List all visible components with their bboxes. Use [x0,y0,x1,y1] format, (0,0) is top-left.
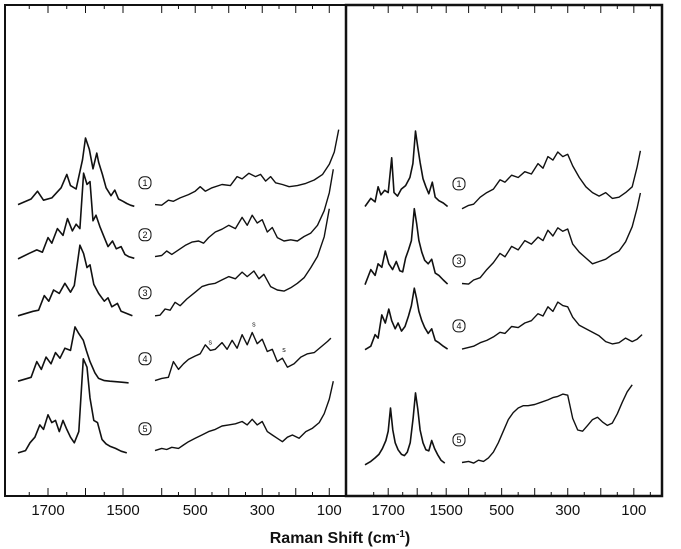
spectrum-high-region [17,244,133,317]
x-tick-label: 100 [317,502,342,519]
spectrum-low-region [461,384,633,464]
trace-label-badge: 1 [138,176,152,190]
spectrum-low-region [154,169,334,258]
spectrum-high-region [17,172,135,260]
trace-label-badge: 3 [138,286,152,300]
panel-frame [344,3,664,498]
trace-label-badge: 5 [452,433,466,447]
trace-label-text: 4 [456,321,461,331]
trace-label-text: 3 [456,256,461,266]
x-tick-label: 100 [621,502,646,519]
panel-right: 1700 1500 500 300 100 1 3 4 5 [344,3,664,519]
spectrum-low-region [154,208,330,317]
spectrum-trace-5: 5 [17,358,334,454]
x-tick-label: 1700 [31,502,64,519]
spectrum-low-region [154,381,334,452]
trace-label-circle [138,176,152,190]
trace-label-badge: 1 [452,177,466,191]
trace-label-text: 5 [142,424,147,434]
spectrum-low-region [154,129,340,206]
trace-label-circle [452,319,466,333]
trace-label-circle [138,422,152,436]
trace-label-badge: 2 [138,228,152,242]
spectrum-high-region [17,137,135,208]
x-tick-label: 300 [250,502,275,519]
trace-label-circle [452,433,466,447]
spectrum-trace-3: 3 [17,208,330,317]
spectrum-high-region [364,207,449,285]
solvent-marker: s [252,321,256,328]
trace-label-circle [452,177,466,191]
spectrum-trace-5: 5 [364,384,633,466]
trace-label-text: 2 [142,230,147,240]
x-axis-title-main: Raman Shift (cm [270,530,396,547]
trace-label-text: 5 [456,435,461,445]
x-tick-label: 1500 [430,502,463,519]
trace-label-text: 3 [142,288,147,298]
spectrum-high-region [17,358,128,454]
trace-label-circle [138,352,152,366]
trace-label-text: 1 [142,178,147,188]
x-axis-title-superscript: -1 [396,529,405,540]
trace-label-text: 4 [142,354,147,364]
spectrum-trace-4: 4 s s s [17,321,332,384]
spectrum-low-region [461,301,643,350]
solvent-marker: s [209,339,213,346]
trace-label-badge: 5 [138,422,152,436]
trace-label-badge: 3 [452,254,466,268]
x-tick-label: 500 [489,502,514,519]
spectrum-trace-1: 1 [364,130,642,210]
spectrum-high-region [17,326,129,384]
spectrum-trace-4: 4 [364,287,643,351]
spectrum-high-region [364,130,449,208]
x-tick-label: 1700 [372,502,405,519]
spectrum-trace-2: 2 [17,169,334,260]
x-tick-label: 500 [183,502,208,519]
spectrum-low-region [461,150,642,210]
x-tick-label: 1500 [106,502,139,519]
spectrum-high-region [364,392,446,466]
solvent-marker: s [282,347,286,354]
x-axis-title-close: ) [405,530,410,547]
trace-label-badge: 4 [138,352,152,366]
trace-label-circle [138,286,152,300]
spectrum-high-region [364,287,449,351]
x-tick-label: 300 [555,502,580,519]
trace-label-circle [138,228,152,242]
spectrum-trace-1: 1 [17,129,340,208]
trace-label-circle [452,254,466,268]
x-axis-title: Raman Shift (cm-1) [270,529,410,547]
trace-label-text: 1 [456,179,461,189]
spectrum-low-region [154,331,332,382]
trace-label-badge: 4 [452,319,466,333]
spectrum-trace-3: 3 [364,192,642,285]
spectrum-low-region [461,192,642,285]
panel-left: 1700 1500 500 300 100 1 2 3 4 s s s 5 [4,4,347,519]
